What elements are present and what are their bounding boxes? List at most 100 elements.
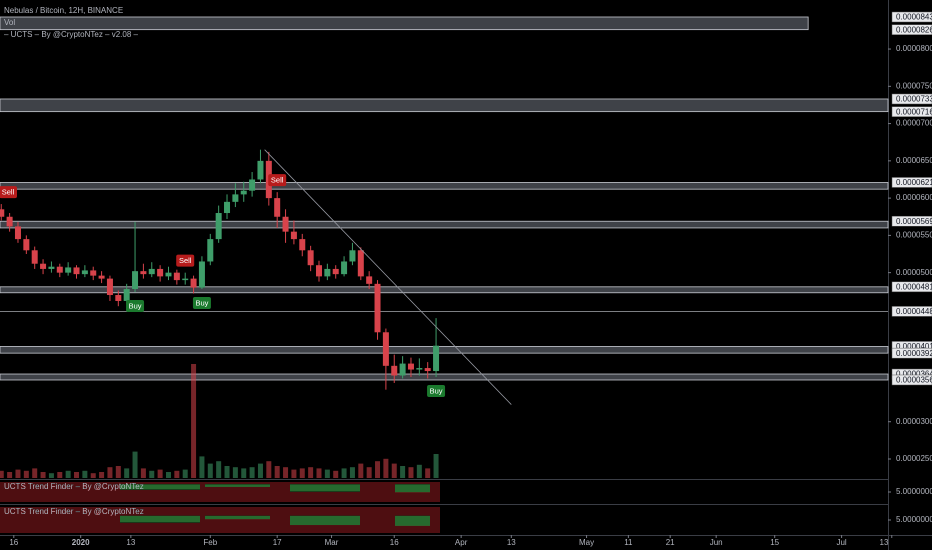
volume-bar (391, 463, 397, 478)
volume-bar (182, 469, 188, 478)
candle-body (433, 345, 440, 372)
stripe-block (395, 515, 430, 526)
level-badge (891, 281, 932, 293)
zone (0, 373, 889, 381)
volume-bar (316, 468, 322, 478)
zone (0, 98, 889, 113)
candle-body (382, 332, 389, 366)
x-tick-label: 17 (273, 538, 282, 547)
volume-bar (57, 472, 63, 478)
volume-bar (0, 470, 4, 478)
chart-title: Nebulas / Bitcoin, 12H, BINANCE (4, 6, 123, 15)
candle-body (249, 179, 256, 191)
signal-badge (176, 254, 195, 267)
volume-bar (224, 466, 230, 478)
volume-bar (32, 468, 38, 478)
candle-body (48, 266, 55, 269)
candle-body (56, 266, 63, 273)
volume-bar (207, 463, 213, 478)
level-badge (891, 374, 932, 386)
volume-bar (408, 467, 414, 478)
level-badge (891, 106, 932, 117)
candle-body (366, 276, 373, 284)
candle-body (424, 368, 431, 372)
volume-bar (375, 461, 381, 478)
volume-bar (249, 467, 255, 478)
level-badge (891, 306, 932, 317)
stripe-block (120, 484, 200, 490)
volume-bar (165, 472, 171, 478)
stripe-block (395, 484, 430, 493)
trendline (264, 149, 512, 405)
volume-bar (416, 464, 422, 478)
level-badge (891, 11, 932, 23)
candle-body (307, 250, 314, 266)
x-tick-label: May (579, 538, 594, 547)
candle-body (399, 363, 406, 376)
volume-bar (425, 468, 431, 478)
stripe-block (205, 515, 270, 520)
x-tick-label: Apr (455, 538, 468, 547)
candle-body (224, 201, 231, 214)
signal-label: Sell (271, 176, 284, 185)
candle-body (115, 295, 122, 301)
volume-bar (149, 470, 155, 478)
x-tick-label: 15 (770, 538, 779, 547)
x-tick-label: 16 (9, 538, 18, 547)
volume-bar (366, 467, 372, 478)
volume-bar (191, 364, 197, 478)
candle-body (106, 278, 113, 296)
volume-bar (124, 468, 130, 478)
volume-bar (216, 461, 222, 478)
level-badge (891, 177, 932, 188)
candle-body (0, 209, 5, 217)
candle-body (416, 368, 423, 370)
candle-body (232, 194, 239, 202)
volume-bar (107, 467, 113, 478)
volume-bar (82, 470, 88, 478)
candle-body (290, 231, 297, 240)
candle-body (315, 265, 322, 277)
level-badge (891, 93, 932, 105)
volume-bar (283, 467, 289, 478)
x-tick-label: 21 (666, 538, 675, 547)
volume-bar (157, 469, 163, 478)
zone (0, 346, 889, 354)
volume-bar (383, 458, 389, 478)
candle-body (341, 261, 348, 275)
candle-body (65, 267, 72, 273)
volume-bar (257, 463, 263, 478)
candle-body (98, 275, 105, 279)
x-tick-label: 11 (624, 538, 633, 547)
signal-label: Buy (195, 299, 208, 308)
candle-body (198, 261, 205, 288)
volume-bar (74, 472, 80, 478)
x-tick-label: 13 (507, 538, 516, 547)
level-badge (891, 347, 932, 359)
x-tick-label: Feb (203, 538, 217, 547)
candle-body (215, 213, 222, 240)
volume-bar (266, 461, 272, 478)
volume-bar (308, 467, 314, 478)
pane-title: UCTS Trend Finder – By @CryptoNTez (4, 507, 144, 516)
candle-body (73, 267, 80, 275)
x-tick-label: Jul (836, 538, 846, 547)
volume-bar (90, 473, 96, 478)
volume-bar (99, 472, 105, 478)
volume-bar (349, 467, 355, 478)
pane-title: UCTS Trend Finder – By @CryptoNTez (4, 482, 144, 491)
level-label: 0.00003560 (896, 376, 932, 385)
indicator-title: – UCTS – By @CryptoNTez – v2.08 – (4, 30, 139, 39)
volume-bar (65, 470, 71, 478)
indicator-stripes (0, 507, 440, 533)
volume-bar (140, 468, 146, 478)
